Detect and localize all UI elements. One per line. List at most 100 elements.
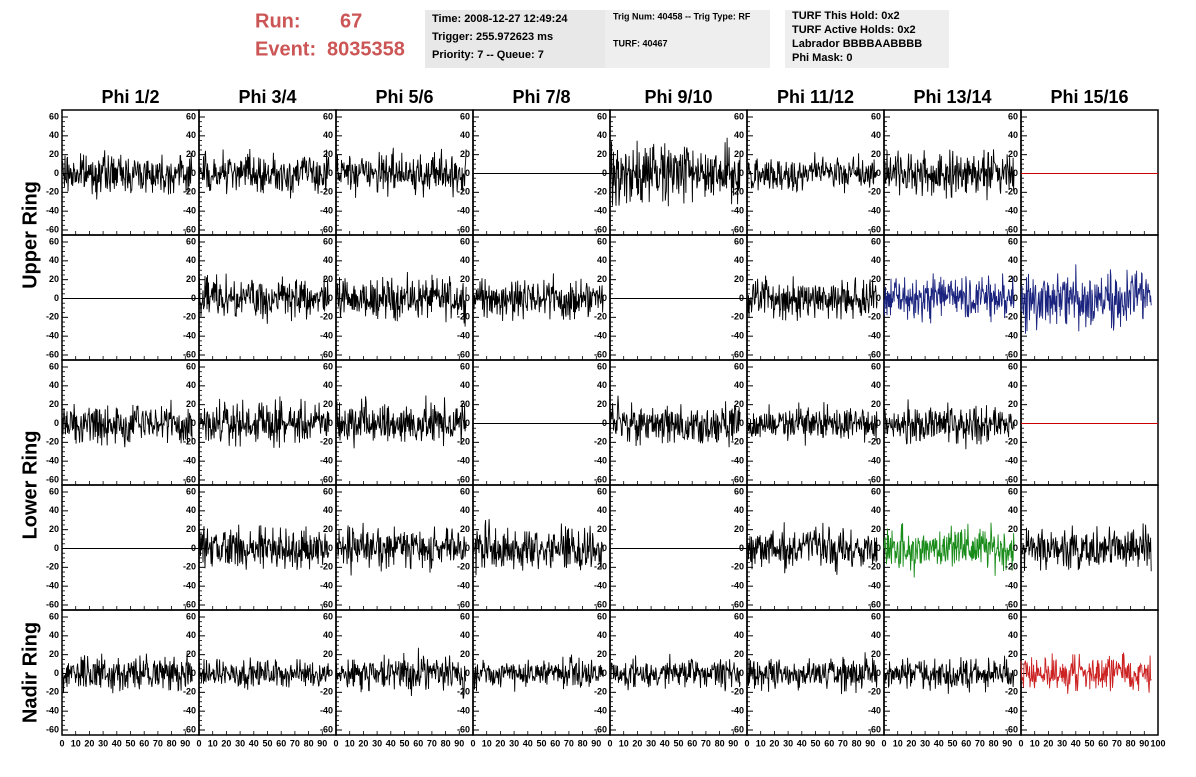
panel-frame	[61, 484, 200, 611]
y-tick-label: 0	[54, 668, 59, 678]
y-tick-label: 20	[1008, 399, 1018, 409]
y-tick-label: -20	[868, 312, 881, 322]
y-tick-label: -40	[731, 581, 744, 591]
y-tick-label: 40	[871, 380, 881, 390]
x-tick-label: 20	[495, 738, 505, 748]
x-tick-label: 70	[975, 738, 985, 748]
y-tick-label: 40	[49, 130, 59, 140]
x-tick-label: 70	[564, 738, 574, 748]
x-tick-label: 0	[59, 738, 64, 748]
x-tick-label: 60	[961, 738, 971, 748]
y-tick-label: -40	[594, 706, 607, 716]
x-tick-label: 30	[98, 738, 108, 748]
y-tick-label: 40	[323, 505, 333, 515]
y-tick-label: 20	[734, 649, 744, 659]
y-tick-label: -60	[731, 349, 744, 359]
y-tick-label: -60	[183, 349, 196, 359]
x-tick-label: 90	[865, 738, 875, 748]
x-tick-label: 20	[221, 738, 231, 748]
y-tick-label: -60	[183, 224, 196, 234]
y-tick-label: -40	[731, 456, 744, 466]
info-line: TURF: 40467	[613, 38, 668, 48]
y-tick-label: -40	[46, 581, 59, 591]
y-tick-label: 60	[49, 486, 59, 496]
y-tick-label: 60	[734, 111, 744, 121]
y-tick-label: -40	[594, 331, 607, 341]
y-tick-label: 60	[186, 486, 196, 496]
x-tick-label: 70	[838, 738, 848, 748]
y-tick-label: -60	[457, 224, 470, 234]
waveform	[746, 152, 878, 194]
y-tick-label: 0	[465, 543, 470, 553]
y-tick-label: -20	[731, 312, 744, 322]
y-tick-label: 0	[328, 543, 333, 553]
y-tick-label: -20	[46, 562, 59, 572]
y-tick-label: -40	[1005, 581, 1018, 591]
y-tick-label: -60	[731, 224, 744, 234]
panel-frame	[609, 484, 748, 611]
x-tick-label: 10	[71, 738, 81, 748]
waveform	[472, 273, 604, 322]
waveform	[198, 273, 330, 324]
y-tick-label: -20	[457, 312, 470, 322]
y-tick-label: -60	[594, 349, 607, 359]
y-tick-label: -20	[46, 687, 59, 697]
y-tick-label: 0	[54, 168, 59, 178]
x-tick-label: 70	[701, 738, 711, 748]
y-tick-label: 60	[186, 111, 196, 121]
y-tick-label: 60	[1008, 611, 1018, 621]
y-tick-label: -20	[1005, 562, 1018, 572]
run-number: 67	[340, 10, 362, 32]
y-tick-label: 0	[54, 293, 59, 303]
x-tick-label: 30	[920, 738, 930, 748]
info-line: Time: 2008-12-27 12:49:24	[432, 13, 568, 25]
x-tick-label: 30	[372, 738, 382, 748]
y-tick-label: 40	[460, 630, 470, 640]
waveform	[198, 657, 330, 690]
y-tick-label: -60	[1005, 349, 1018, 359]
waveform	[335, 271, 467, 327]
y-tick-label: 40	[1008, 130, 1018, 140]
x-tick-label: 90	[728, 738, 738, 748]
y-tick-label: 40	[1008, 255, 1018, 265]
x-tick-label: 0	[1018, 738, 1023, 748]
column-header: Phi 15/16	[1050, 87, 1128, 107]
y-tick-label: -40	[731, 706, 744, 716]
y-tick-label: 0	[191, 168, 196, 178]
x-tick-label: 10	[1030, 738, 1040, 748]
waveform	[746, 402, 878, 446]
y-tick-label: -60	[183, 599, 196, 609]
y-tick-label: -20	[1005, 437, 1018, 447]
y-tick-label: 20	[597, 274, 607, 284]
y-tick-label: -40	[183, 706, 196, 716]
y-tick-label: 40	[871, 255, 881, 265]
y-tick-label: -60	[320, 224, 333, 234]
y-tick-label: 0	[1013, 418, 1018, 428]
y-tick-label: -40	[1005, 456, 1018, 466]
y-tick-label: 20	[49, 399, 59, 409]
y-tick-label: -60	[594, 474, 607, 484]
y-tick-label: -40	[457, 706, 470, 716]
x-tick-label: 0	[470, 738, 475, 748]
info-box	[605, 10, 770, 68]
x-tick-label: 90	[1002, 738, 1012, 748]
event-label: Event:	[255, 38, 316, 60]
waveform	[883, 522, 1015, 578]
y-tick-label: 60	[871, 111, 881, 121]
y-tick-label: 0	[876, 668, 881, 678]
x-tick-label: 60	[413, 738, 423, 748]
y-tick-label: 60	[1008, 111, 1018, 121]
x-tick-label: 10	[893, 738, 903, 748]
y-tick-label: -60	[320, 349, 333, 359]
y-tick-label: -20	[731, 437, 744, 447]
y-tick-label: 20	[323, 149, 333, 159]
y-tick-label: 40	[186, 630, 196, 640]
y-tick-label: 40	[323, 130, 333, 140]
y-tick-label: 20	[597, 649, 607, 659]
y-tick-label: -60	[46, 224, 59, 234]
x-tick-label: 50	[810, 738, 820, 748]
ring-label: Nadir Ring	[19, 622, 41, 723]
info-line: Trigger: 255.972623 ms	[432, 31, 553, 43]
x-tick-label: 50	[262, 738, 272, 748]
y-tick-label: -20	[1005, 187, 1018, 197]
